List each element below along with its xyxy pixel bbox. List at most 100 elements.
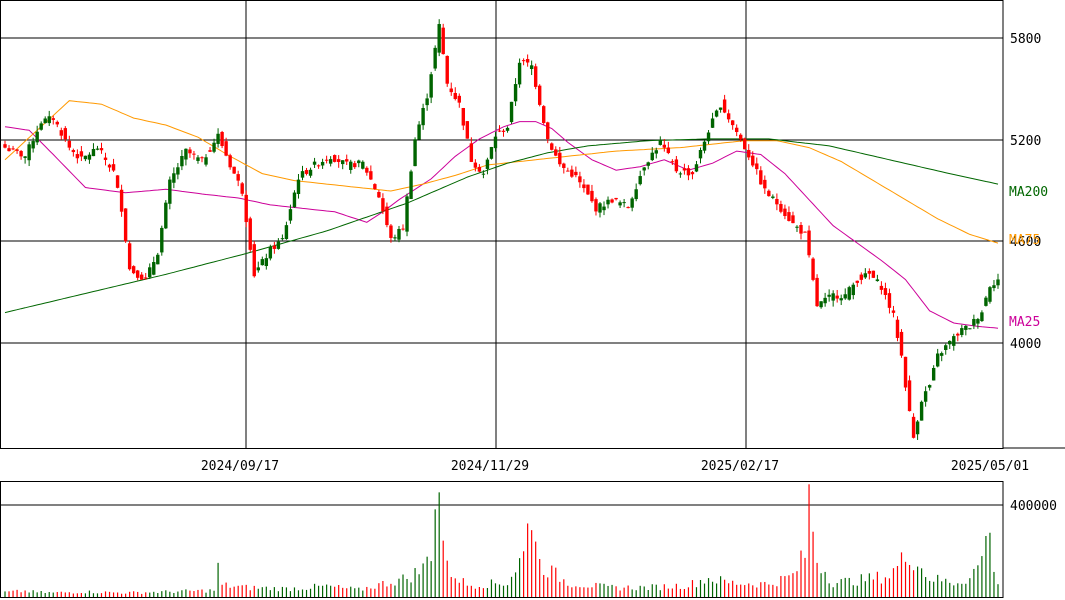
candle-body xyxy=(706,132,711,142)
candle-body xyxy=(212,142,216,152)
candle-body xyxy=(123,208,128,242)
candle-body xyxy=(598,203,602,213)
candle-body xyxy=(594,199,598,212)
candle-body xyxy=(485,159,490,169)
candle-body xyxy=(996,279,1000,286)
candle-body xyxy=(27,144,31,161)
ma-label-ma25: MA25 xyxy=(1009,315,1040,330)
price-y-ticks: 5800 5200 4600 4000 xyxy=(1010,32,1041,352)
candle-body xyxy=(702,141,707,151)
candle-body xyxy=(260,259,265,266)
candle-body xyxy=(55,121,59,125)
candle-body xyxy=(767,190,771,197)
candle-body xyxy=(815,277,819,307)
candle-body xyxy=(381,198,385,212)
candle-body xyxy=(859,274,864,280)
candle-body xyxy=(505,127,510,131)
candle-body xyxy=(453,92,457,99)
candle-body xyxy=(139,274,144,280)
candle-body xyxy=(919,401,924,421)
candle-body xyxy=(879,285,884,290)
candle-body xyxy=(272,245,277,249)
candle-body xyxy=(658,140,662,145)
candle-body xyxy=(300,171,305,178)
candle-body xyxy=(292,192,297,208)
candle-body xyxy=(718,107,723,110)
candle-body xyxy=(738,134,743,140)
candle-body xyxy=(425,98,429,106)
candle-body xyxy=(284,225,289,240)
candle-body xyxy=(952,336,956,346)
candle-body xyxy=(799,225,803,234)
candle-body xyxy=(550,143,554,150)
candle-body xyxy=(493,136,498,149)
candle-body xyxy=(481,173,486,175)
candle-body xyxy=(477,166,482,172)
candle-body xyxy=(469,143,474,162)
candle-body xyxy=(533,66,538,87)
candle-body xyxy=(578,176,582,183)
candle-body xyxy=(730,120,735,126)
candle-body xyxy=(743,138,747,150)
candle-body xyxy=(771,196,775,198)
candle-body xyxy=(883,288,888,295)
candle-body xyxy=(39,123,43,130)
candle-body xyxy=(99,148,104,151)
candle-body xyxy=(288,209,293,221)
candle-body xyxy=(763,179,767,189)
volume-plot-border xyxy=(0,481,1004,598)
candle-body xyxy=(992,285,996,289)
x-tick-label: 2024/11/29 xyxy=(451,459,529,474)
candle-body xyxy=(618,202,622,206)
candle-body xyxy=(115,175,120,188)
candle-body xyxy=(542,106,546,123)
candle-body xyxy=(248,218,252,250)
candle-body xyxy=(43,118,47,124)
candle-body xyxy=(714,110,719,117)
candle-body xyxy=(365,167,369,173)
x-tick-label: 2025/05/01 xyxy=(951,459,1029,474)
ma-line-ma200 xyxy=(4,138,999,314)
candle-body xyxy=(87,154,92,160)
candle-body xyxy=(369,171,373,180)
candle-body xyxy=(759,170,763,185)
candle-body xyxy=(935,353,940,367)
candle-body xyxy=(200,157,204,159)
candle-body xyxy=(79,151,84,157)
candle-body xyxy=(473,162,478,168)
candle-body xyxy=(51,118,55,120)
candle-body xyxy=(373,184,377,189)
candle-body xyxy=(835,295,839,299)
candle-body xyxy=(984,297,988,306)
candle-body xyxy=(228,155,232,168)
candle-body xyxy=(907,380,912,412)
candle-body xyxy=(316,165,321,167)
candle-body xyxy=(308,169,313,176)
candle-body xyxy=(324,159,329,161)
candle-body xyxy=(674,159,679,172)
candle-body xyxy=(457,95,461,103)
candle-body xyxy=(264,258,269,267)
candle-body xyxy=(927,385,932,388)
candle-body xyxy=(819,301,823,308)
candle-body xyxy=(7,148,11,152)
candle-body xyxy=(803,231,807,233)
candle-body xyxy=(405,196,409,232)
price-candles xyxy=(3,19,1000,440)
candle-body xyxy=(606,199,610,205)
candle-body xyxy=(240,183,244,194)
candle-body xyxy=(509,101,514,123)
candle-body xyxy=(968,328,972,330)
volume-y-ticks: 400000 xyxy=(1010,499,1057,514)
candle-body xyxy=(15,149,19,151)
candle-body xyxy=(184,148,188,160)
price-grid xyxy=(0,0,1003,448)
candle-body xyxy=(960,328,964,335)
candle-body xyxy=(501,130,506,132)
candle-body xyxy=(602,206,606,211)
candle-body xyxy=(899,331,904,356)
candle-body xyxy=(349,161,353,170)
candle-body xyxy=(180,156,184,167)
candle-body xyxy=(160,227,164,253)
candle-body xyxy=(280,238,285,240)
